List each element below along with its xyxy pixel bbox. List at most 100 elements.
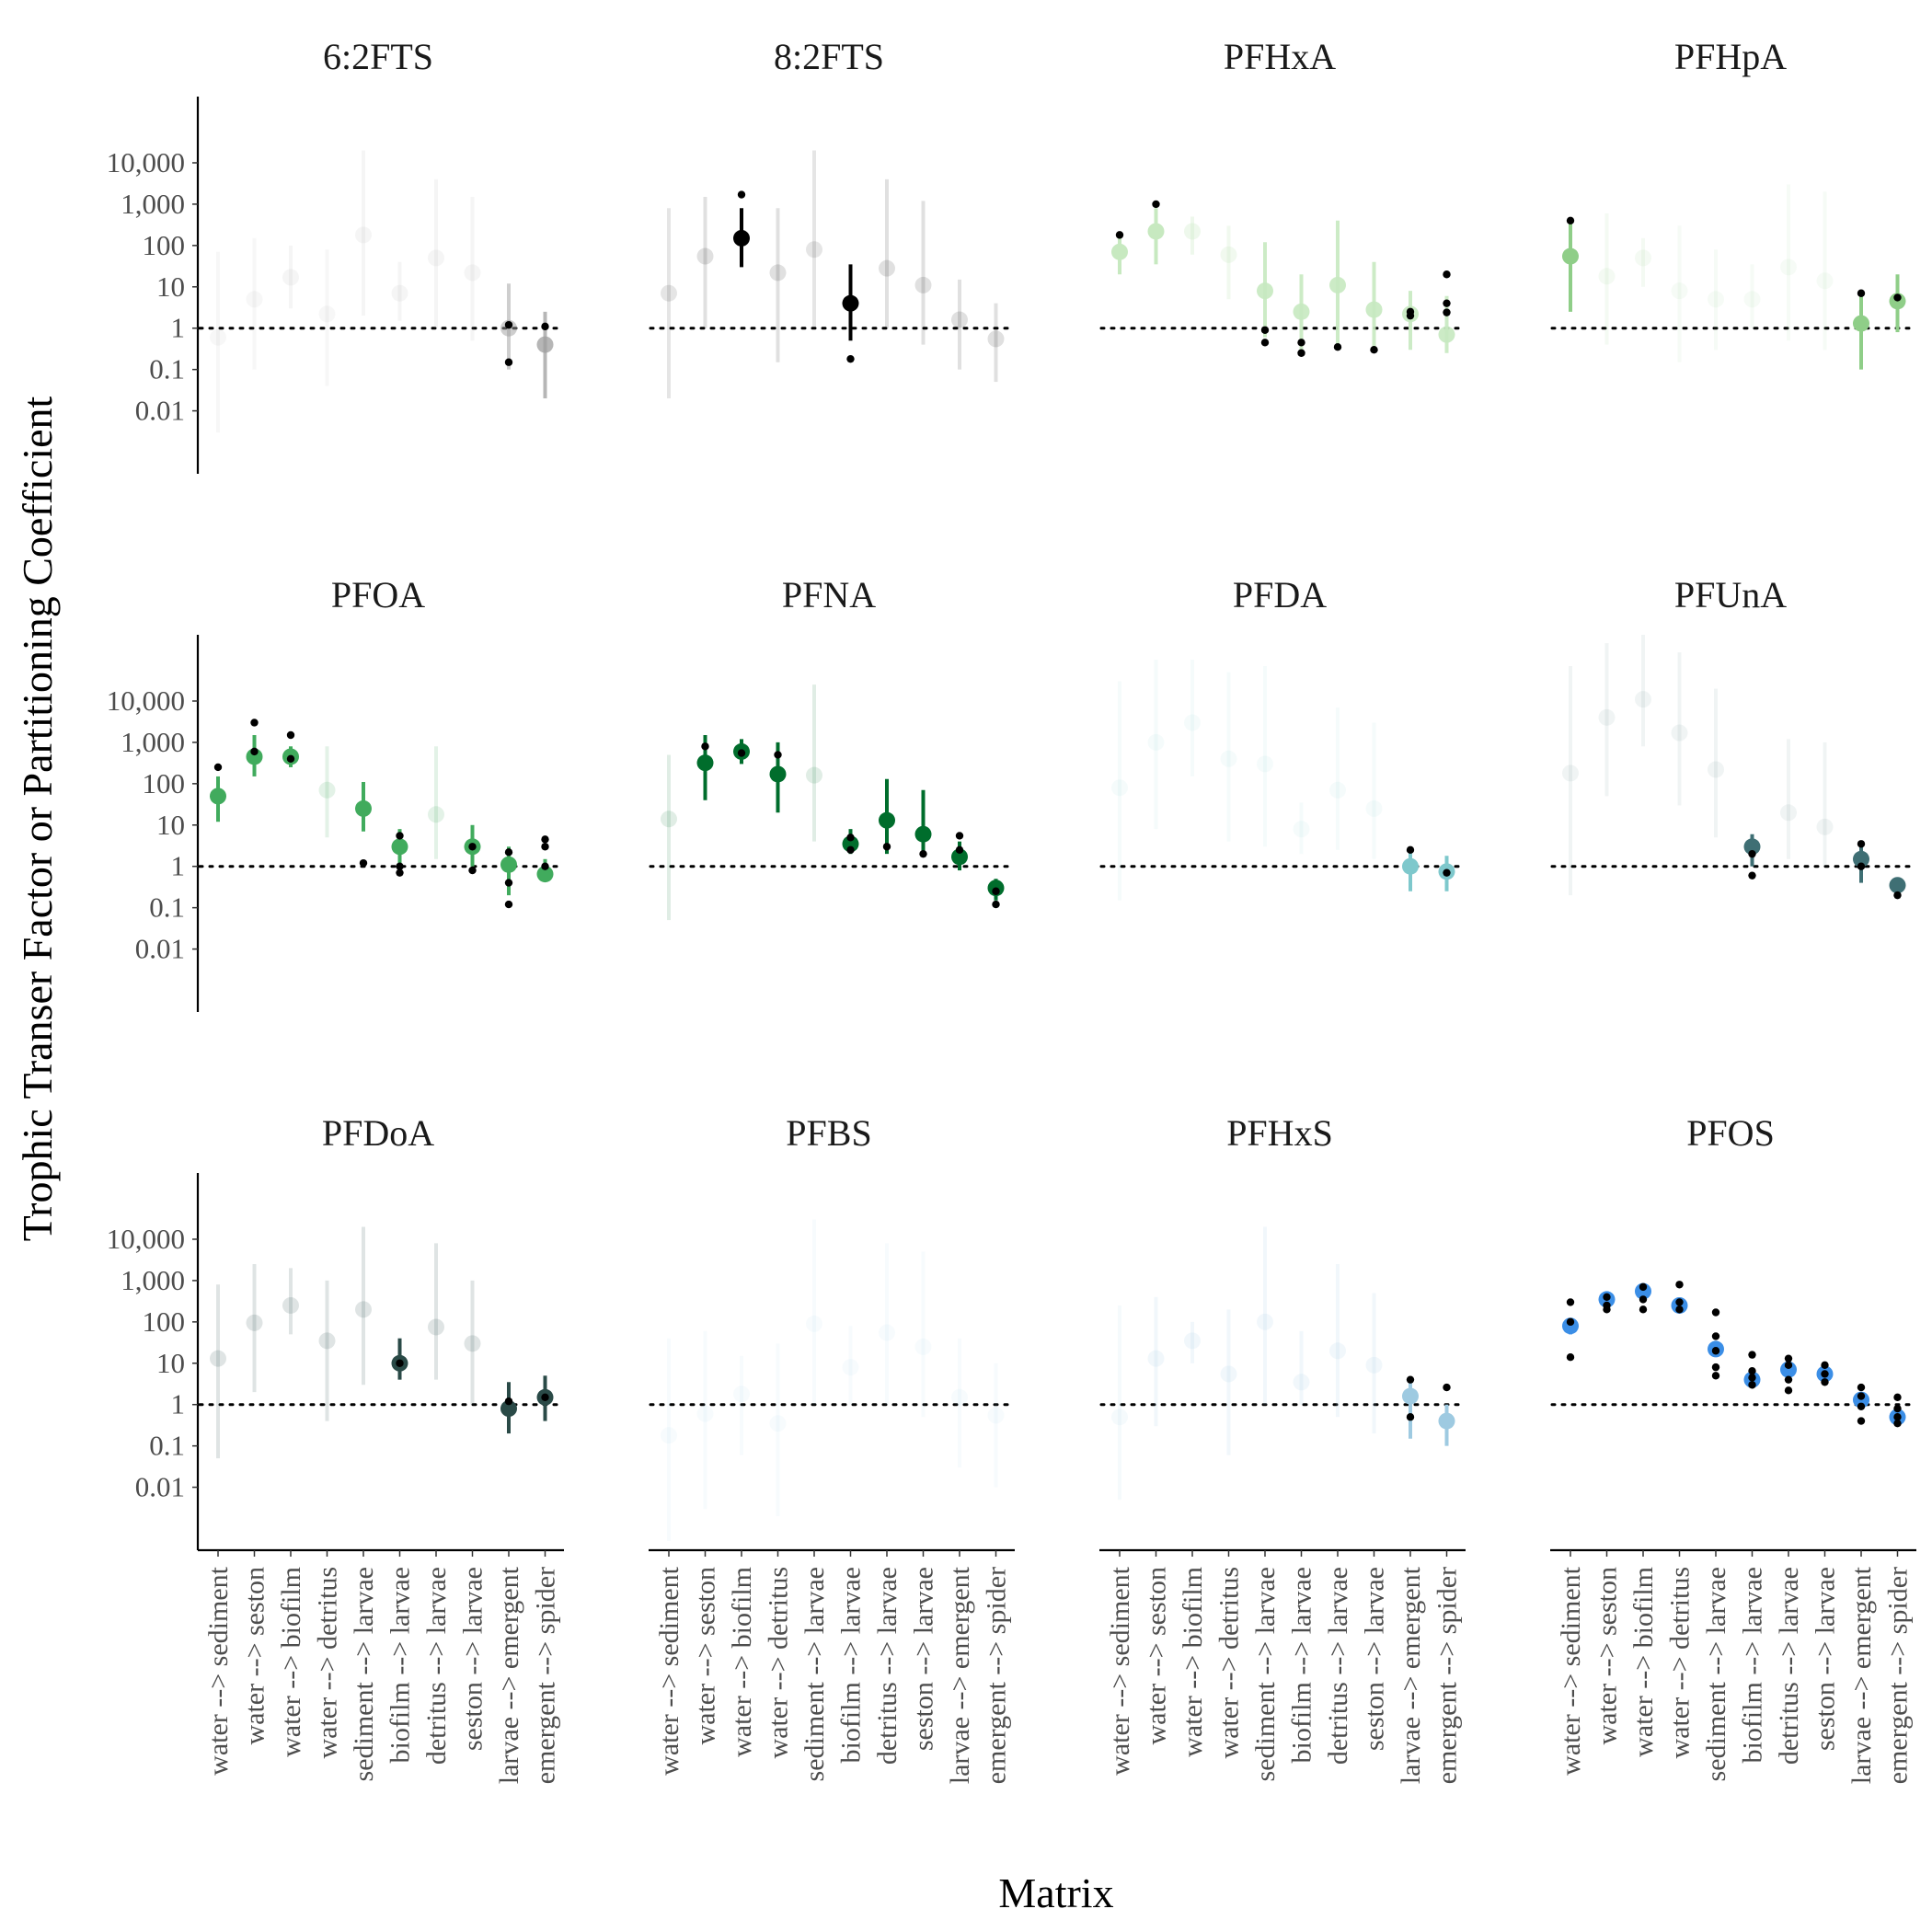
estimate-point [1293, 303, 1310, 320]
estimate-point [1220, 750, 1237, 767]
observed-point [1406, 307, 1415, 316]
estimate-point [1329, 1342, 1346, 1360]
estimate-point [1257, 1313, 1273, 1330]
observed-point [504, 358, 513, 366]
estimate-point [987, 1407, 1005, 1424]
observed-point [1893, 1393, 1902, 1401]
estimate-point [951, 848, 968, 866]
panel-title: PFOS [1686, 1112, 1775, 1154]
y-tick-label: 0.01 [135, 933, 185, 965]
observed-point [1675, 1305, 1684, 1314]
observed-point [1603, 1293, 1611, 1301]
estimate-point [210, 328, 226, 346]
estimate-point [914, 825, 932, 843]
x-tick-label: larvae --> emergent [494, 1566, 524, 1784]
estimate-point [914, 1338, 932, 1355]
panel-title: PFNA [782, 574, 876, 615]
observed-point [1748, 1381, 1756, 1389]
observed-point [1566, 216, 1575, 224]
x-tick-label: water --> seston [1142, 1567, 1172, 1745]
observed-point [213, 763, 223, 772]
estimate-point [806, 766, 822, 784]
x-tick-label: sediment --> larvae [1250, 1567, 1281, 1781]
panel-title: PFHpA [1674, 36, 1787, 77]
x-tick-label: water --> biofilm [727, 1567, 757, 1757]
observed-point [1893, 891, 1902, 900]
estimate-point [1671, 282, 1688, 300]
estimate-point [1111, 1409, 1128, 1426]
y-tick-label: 10 [156, 1347, 185, 1379]
observed-point [396, 832, 404, 840]
observed-point [504, 848, 513, 857]
x-tick-label: emergent --> spider [1883, 1567, 1914, 1784]
observed-point [1748, 849, 1756, 858]
observed-point [737, 234, 746, 243]
x-tick-label: detritus --> larvae [1774, 1567, 1804, 1765]
panel-pfdoa: PFDoA 0.01 0.1 1 10 100 1,000 10,000 water --> s… [107, 1112, 566, 1784]
observed-point [1406, 1375, 1415, 1384]
estimate-point [951, 1388, 968, 1406]
estimate-point [1147, 1350, 1165, 1367]
observed-point [1784, 1386, 1793, 1395]
estimate-point [1293, 1374, 1310, 1391]
observed-point [1857, 1392, 1866, 1400]
observed-point [1152, 200, 1160, 209]
estimate-point [1220, 1365, 1237, 1383]
y-tick-label: 1,000 [121, 1264, 185, 1296]
estimate-point [1635, 691, 1651, 708]
panel-pfuna: PFUnA [1550, 574, 1918, 900]
estimate-point [282, 269, 299, 286]
observed-point [541, 843, 549, 851]
observed-point [955, 845, 964, 855]
observed-point [1711, 1332, 1720, 1340]
observed-point [1711, 1347, 1720, 1355]
observed-point [882, 843, 891, 851]
y-tick-label: 10,000 [107, 1223, 185, 1255]
estimate-point [428, 806, 444, 823]
estimate-point [842, 294, 859, 312]
x-tick-label: water --> seston [1593, 1567, 1623, 1745]
x-tick-label: detritus --> larvae [872, 1567, 903, 1765]
panel-title: PFDoA [322, 1112, 434, 1154]
estimate-point [1220, 246, 1237, 263]
estimate-point [1184, 714, 1201, 731]
observed-point [737, 190, 746, 199]
panel-title: PFUnA [1674, 574, 1787, 615]
panel-title: 8:2FTS [774, 36, 884, 77]
estimate-point [318, 305, 336, 323]
x-tick-label: biofilm --> larvae [1287, 1567, 1317, 1764]
observed-point [1857, 1402, 1866, 1410]
estimate-point [1598, 708, 1616, 726]
x-tick-label: water --> biofilm [1178, 1567, 1208, 1757]
estimate-point [1562, 1317, 1579, 1335]
observed-point [701, 742, 709, 751]
x-tick-label: detritus --> larvae [1323, 1567, 1353, 1765]
x-tick-label: water --> detritus [313, 1567, 343, 1759]
observed-point [955, 832, 964, 840]
estimate-point [355, 226, 372, 244]
observed-point [396, 862, 404, 870]
estimate-point [246, 748, 263, 765]
estimate-point [769, 765, 787, 783]
observed-point [1748, 1351, 1756, 1359]
observed-point [1893, 1419, 1902, 1428]
estimate-point [428, 1318, 444, 1336]
estimate-point [1562, 765, 1579, 782]
estimate-point [661, 811, 677, 828]
estimate-point [1671, 724, 1688, 742]
observed-point [1566, 1298, 1575, 1306]
estimate-point [661, 1427, 677, 1444]
x-tick-label: biofilm --> larvae [836, 1567, 867, 1764]
estimate-point [428, 249, 444, 267]
y-tick-label: 10,000 [107, 146, 185, 178]
estimate-point [355, 799, 372, 817]
observed-point [1857, 289, 1866, 297]
x-tick-label: water --> detritus [1214, 1567, 1245, 1759]
panels-layer: 6:2FTS 0.01 0.1 1 10 100 1,000 10,000 8:2FTS PFHx… [107, 36, 1918, 1784]
observed-point [992, 900, 1000, 909]
x-axis-title: Matrix [998, 1869, 1113, 1916]
y-tick-label: 1,000 [121, 188, 185, 220]
x-tick-label: water --> seston [240, 1567, 270, 1745]
estimate-point [1708, 291, 1724, 308]
